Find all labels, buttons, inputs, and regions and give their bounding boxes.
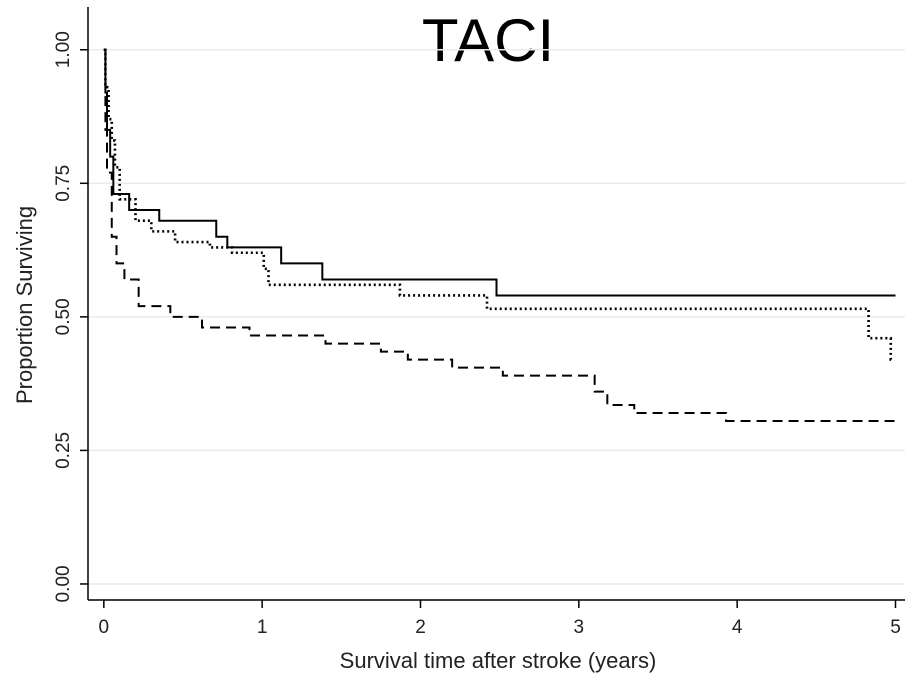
survival-curve [103,48,894,361]
x-tick-label: 0 [99,617,110,638]
chart-title: TACI [422,7,554,74]
y-tick-label: 0.50 [53,298,74,335]
x-axis-title: Survival time after stroke (years) [340,648,657,673]
y-tick-label: 0.00 [53,565,74,602]
survival-curve [103,48,896,297]
x-tick-label: 1 [257,617,268,638]
x-tick-label: 4 [732,617,743,638]
x-tick-label: 2 [415,617,426,638]
x-tick-label: 3 [574,617,585,638]
y-tick-label: 0.75 [53,165,74,202]
y-tick-label: 0.25 [53,432,74,469]
survival-curve [103,48,896,423]
y-tick-label: 1.00 [53,31,74,68]
x-tick-label: 5 [890,617,901,638]
y-axis-title: Proportion Surviving [12,206,37,404]
